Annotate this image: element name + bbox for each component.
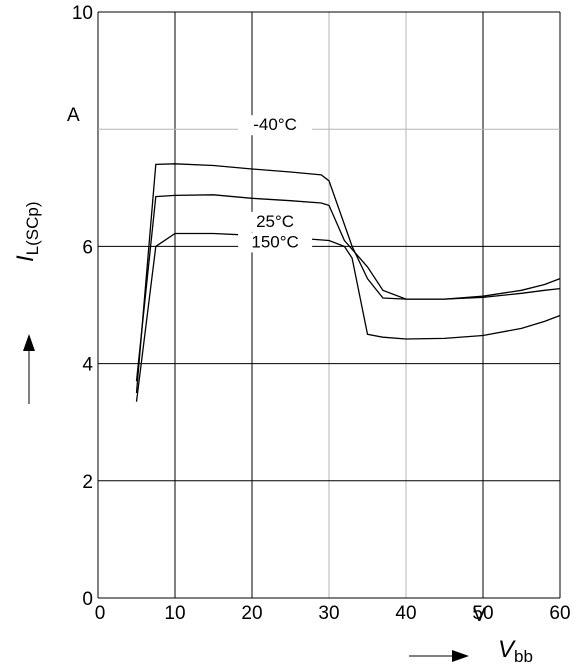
x-tick-label: 30 — [318, 603, 339, 624]
curve-label: 150°C — [251, 232, 298, 251]
x-tick-label: 20 — [241, 603, 262, 624]
y-tick-label: 2 — [82, 472, 93, 493]
y-tick-label: 4 — [82, 355, 93, 376]
y-axis-title-main: I — [12, 255, 39, 262]
y-axis-title: IL(SCp) — [12, 201, 42, 262]
x-tick-label: 60 — [549, 603, 570, 624]
x-axis-title-main: V — [498, 636, 516, 663]
y-axis-title-sub: L(SCp) — [23, 201, 42, 255]
x-tick-label: 40 — [395, 603, 416, 624]
series-line — [135, 163, 561, 393]
x-tick-label: 50 — [472, 603, 493, 624]
y-unit-label: A — [67, 105, 80, 126]
curve-label-bg — [238, 211, 313, 232]
y-tick-label: 10 — [72, 3, 93, 24]
x-axis-arrow — [409, 650, 469, 662]
curve-label-bg — [238, 232, 313, 253]
series-line — [135, 232, 561, 402]
grid — [97, 11, 561, 599]
tick-labels: 0 10 20 30 40 50 60 0 2 4 6 10 — [72, 3, 571, 624]
series-line — [135, 194, 561, 382]
curve-label: 25°C — [256, 212, 294, 231]
y-tick-label: 6 — [82, 237, 93, 258]
x-axis-title-sub: bb — [514, 647, 533, 666]
curve-label-bg — [238, 115, 313, 136]
curve-label: -40°C — [253, 115, 297, 134]
x-unit-label: V — [473, 605, 486, 626]
curves — [135, 163, 561, 402]
y-tick-label: 0 — [82, 589, 93, 610]
x-tick-label: 10 — [164, 603, 185, 624]
x-axis-title: Vbb — [498, 636, 533, 666]
x-tick-label: 0 — [95, 603, 106, 624]
y-axis-arrow — [23, 334, 35, 404]
